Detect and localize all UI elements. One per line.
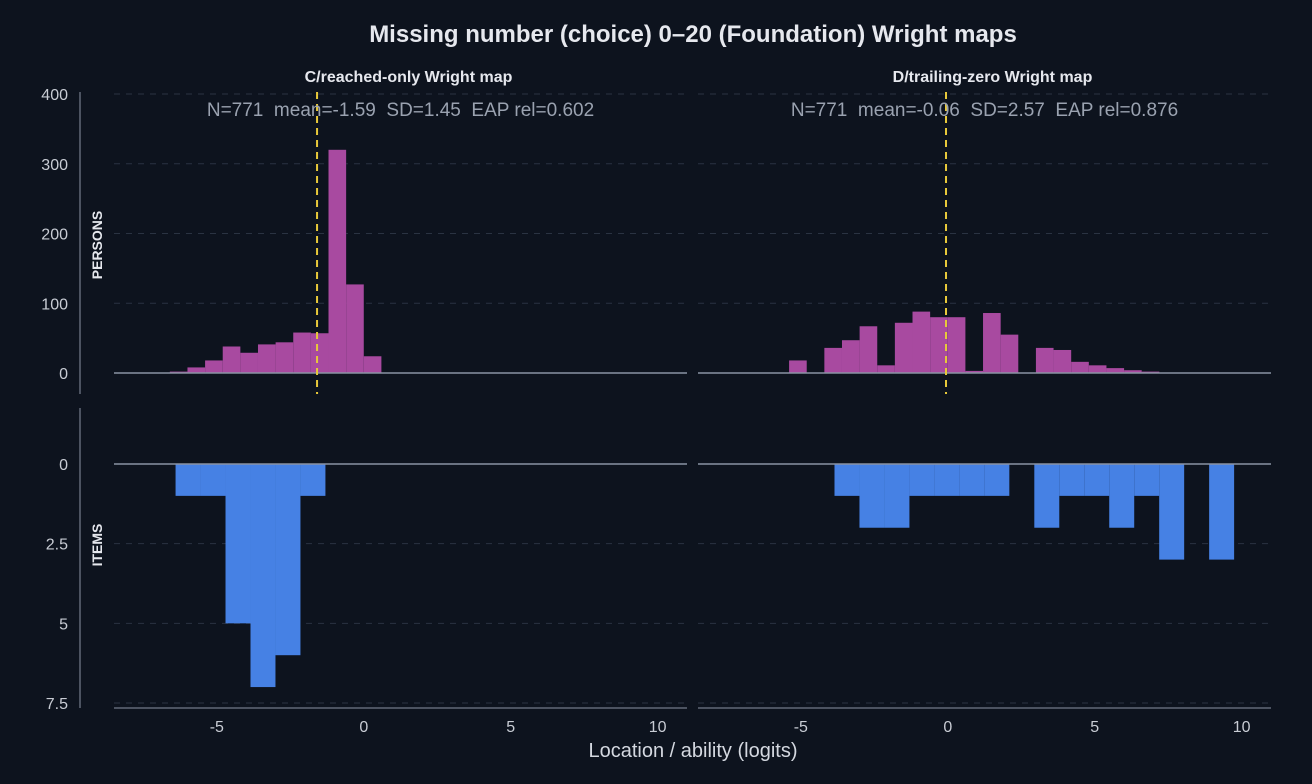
item-bar bbox=[1159, 464, 1185, 560]
item-bar bbox=[300, 464, 326, 496]
figure-title: Missing number (choice) 0–20 (Foundation… bbox=[369, 21, 1017, 48]
person-bar bbox=[328, 149, 347, 373]
x-axis-label: Location / ability (logits) bbox=[589, 740, 798, 762]
person-bar bbox=[205, 360, 223, 373]
person-bar bbox=[1071, 361, 1089, 373]
items-y-tick-label: 5 bbox=[59, 616, 68, 633]
item-bar bbox=[175, 464, 201, 496]
items-y-tick-label: 0 bbox=[59, 457, 68, 474]
person-bar bbox=[877, 365, 895, 373]
item-bar bbox=[1084, 464, 1110, 496]
person-bar bbox=[824, 347, 842, 373]
persons-y-tick-label: 400 bbox=[41, 87, 68, 104]
item-bar bbox=[959, 464, 985, 496]
person-bar bbox=[310, 333, 329, 373]
item-bar bbox=[1134, 464, 1160, 496]
item-bar bbox=[1034, 464, 1060, 528]
person-bar bbox=[1106, 368, 1125, 373]
item-bar bbox=[1059, 464, 1085, 496]
person-bar bbox=[1053, 349, 1072, 373]
person-bar bbox=[1000, 334, 1019, 373]
person-bar bbox=[947, 317, 966, 373]
person-bar bbox=[293, 332, 311, 373]
person-bar bbox=[363, 356, 382, 373]
item-bar bbox=[834, 464, 860, 496]
person-bar bbox=[222, 346, 241, 373]
item-bar bbox=[934, 464, 960, 496]
row-label-items: ITEMS bbox=[89, 524, 105, 567]
person-bar bbox=[894, 322, 913, 373]
person-bar bbox=[1088, 365, 1107, 373]
person-bar bbox=[983, 313, 1001, 373]
item-bar bbox=[250, 464, 276, 688]
persons-y-tick-label: 100 bbox=[41, 296, 68, 313]
person-bar bbox=[240, 352, 258, 373]
item-bar bbox=[884, 464, 910, 528]
item-bar bbox=[1209, 464, 1235, 560]
panel-stats: N=771 mean=-0.06 SD=2.57 EAP rel=0.876 bbox=[791, 100, 1178, 121]
item-bar bbox=[909, 464, 935, 496]
person-bar bbox=[930, 317, 948, 373]
item-bar bbox=[984, 464, 1010, 496]
person-bar bbox=[965, 370, 984, 373]
person-bar bbox=[859, 326, 878, 373]
x-tick-label: -5 bbox=[210, 719, 224, 736]
x-tick-label: 10 bbox=[649, 719, 667, 736]
panel-reached-only: -5 0 5 10 C/reached-only Wright map N=771 mea… bbox=[114, 69, 687, 736]
person-bar bbox=[257, 344, 276, 373]
x-tick-label: 5 bbox=[506, 719, 515, 736]
items-y-tick-label: 7.5 bbox=[46, 696, 68, 713]
x-tick-label: 0 bbox=[359, 719, 368, 736]
row-label-persons: PERSONS bbox=[89, 211, 105, 279]
item-bar bbox=[200, 464, 226, 496]
persons-y-tick-label: 0 bbox=[59, 366, 68, 383]
person-bar bbox=[789, 360, 807, 373]
person-bar bbox=[1124, 370, 1142, 373]
y-axes: 0 100 200 300 400 0 2.5 5 7.5 bbox=[41, 87, 81, 713]
item-bar bbox=[859, 464, 885, 528]
person-bar bbox=[187, 367, 206, 373]
persons-y-tick-label: 200 bbox=[41, 227, 68, 244]
person-bar bbox=[912, 311, 931, 373]
person-bar bbox=[1035, 347, 1054, 373]
x-tick-label: 10 bbox=[1233, 719, 1251, 736]
panel-title: C/reached-only Wright map bbox=[305, 69, 513, 86]
item-bar bbox=[275, 464, 301, 656]
item-bar bbox=[1109, 464, 1135, 528]
person-bar bbox=[841, 340, 860, 373]
panel-trailing-zero: -5 0 5 10 D/trailing-zero Wright map N=771 me… bbox=[698, 69, 1271, 736]
x-tick-label: 5 bbox=[1090, 719, 1099, 736]
item-bar bbox=[225, 464, 251, 624]
persons-y-tick-label: 300 bbox=[41, 157, 68, 174]
panel-title: D/trailing-zero Wright map bbox=[893, 69, 1093, 86]
person-bar bbox=[346, 284, 364, 373]
x-tick-label: -5 bbox=[794, 719, 808, 736]
x-tick-label: 0 bbox=[943, 719, 952, 736]
panel-stats: N=771 mean=-1.59 SD=1.45 EAP rel=0.602 bbox=[207, 100, 594, 121]
person-bar bbox=[275, 342, 294, 373]
items-y-tick-label: 2.5 bbox=[46, 537, 68, 554]
